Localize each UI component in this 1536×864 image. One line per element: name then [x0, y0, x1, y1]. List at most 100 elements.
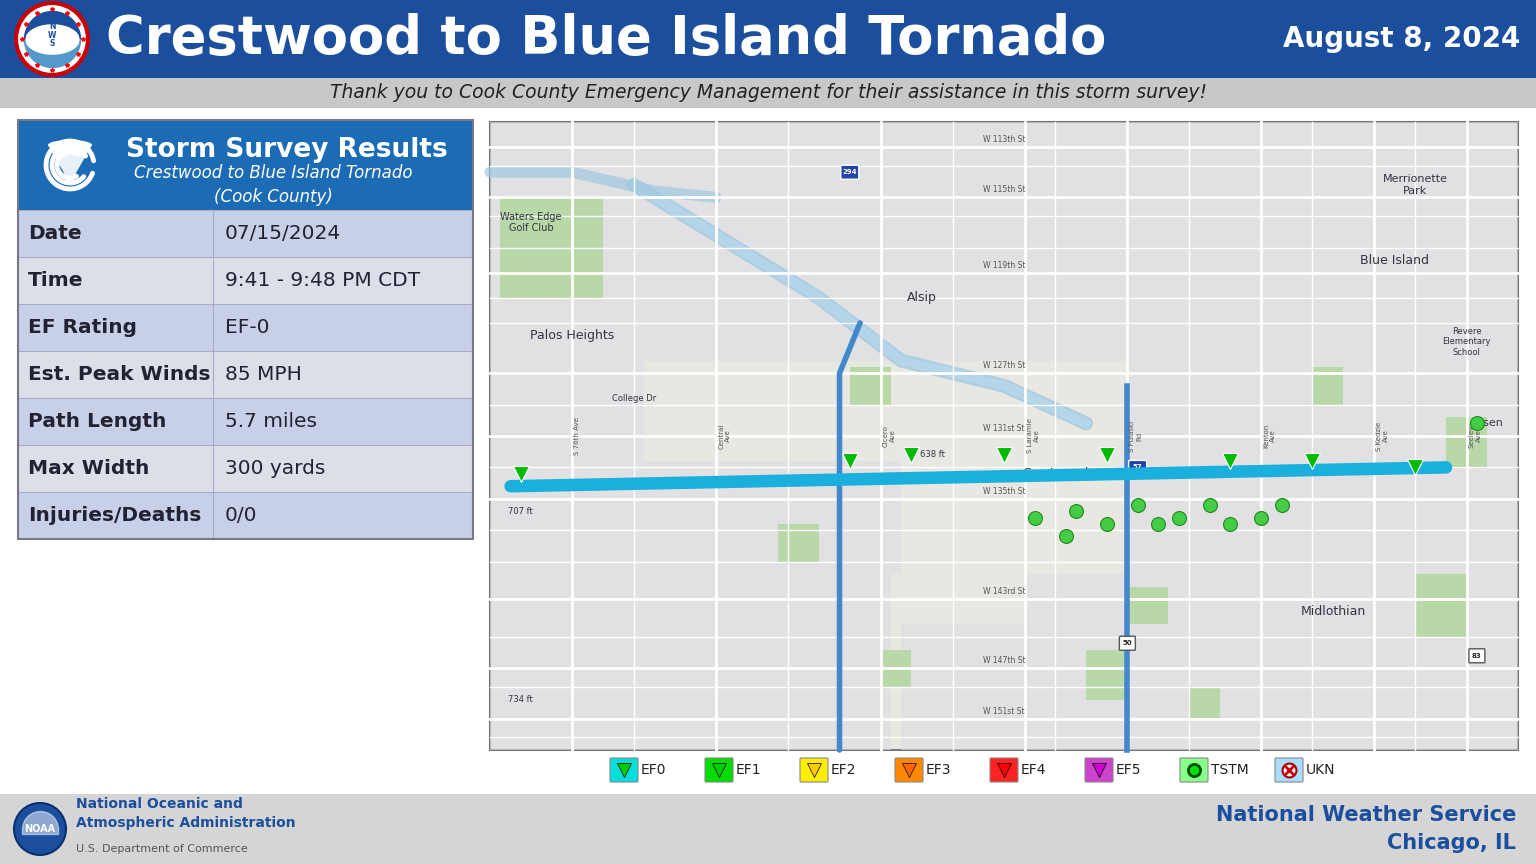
Text: Max Width: Max Width: [28, 459, 149, 478]
FancyBboxPatch shape: [18, 304, 473, 351]
Text: 9:41 - 9:48 PM CDT: 9:41 - 9:48 PM CDT: [224, 271, 421, 290]
FancyBboxPatch shape: [902, 625, 1025, 750]
FancyBboxPatch shape: [1086, 650, 1127, 700]
FancyBboxPatch shape: [1129, 461, 1147, 474]
Text: W 115th St: W 115th St: [983, 186, 1025, 194]
FancyBboxPatch shape: [1395, 575, 1518, 750]
Text: Central
Ave: Central Ave: [719, 423, 731, 448]
FancyBboxPatch shape: [18, 210, 473, 257]
Text: S Pulaski
Rd: S Pulaski Rd: [1129, 421, 1143, 452]
FancyBboxPatch shape: [1445, 417, 1487, 467]
Text: Injuries/Deaths: Injuries/Deaths: [28, 506, 201, 525]
Text: N
W
S: N W S: [48, 22, 57, 48]
FancyBboxPatch shape: [895, 758, 923, 782]
Text: EF3: EF3: [926, 763, 951, 777]
Text: EF2: EF2: [831, 763, 857, 777]
Text: August 8, 2024: August 8, 2024: [1283, 25, 1521, 53]
Text: W 151st St: W 151st St: [983, 707, 1025, 715]
FancyBboxPatch shape: [1364, 461, 1518, 575]
Text: Revere
Elementary
School: Revere Elementary School: [1442, 327, 1491, 357]
Text: EF0: EF0: [641, 763, 667, 777]
Text: 638 ft: 638 ft: [920, 450, 945, 460]
Polygon shape: [48, 145, 92, 185]
Text: Thank you to Cook County Emergency Management for their assistance in this storm: Thank you to Cook County Emergency Manag…: [330, 84, 1206, 103]
FancyBboxPatch shape: [1468, 649, 1485, 663]
Text: 707 ft: 707 ft: [508, 507, 533, 516]
FancyBboxPatch shape: [18, 398, 473, 445]
Text: Merrionette
Park: Merrionette Park: [1382, 174, 1448, 195]
Text: S Kedzie
Ave: S Kedzie Ave: [1376, 422, 1389, 451]
Text: Path Length: Path Length: [28, 412, 166, 431]
FancyBboxPatch shape: [1084, 758, 1114, 782]
Text: Crestwood to Blue Island Tornado
(Cook County): Crestwood to Blue Island Tornado (Cook C…: [134, 164, 412, 206]
Text: EF5: EF5: [1117, 763, 1141, 777]
Circle shape: [38, 25, 66, 53]
FancyBboxPatch shape: [1147, 575, 1272, 750]
Text: 300 yards: 300 yards: [224, 459, 326, 478]
Text: W 147th St: W 147th St: [983, 657, 1026, 665]
Circle shape: [18, 6, 84, 72]
Circle shape: [15, 3, 88, 75]
Text: Kenton
Ave: Kenton Ave: [1263, 424, 1276, 448]
Text: Palos Heights: Palos Heights: [530, 329, 614, 342]
FancyBboxPatch shape: [490, 461, 644, 575]
Text: W 135th St: W 135th St: [983, 486, 1026, 496]
Text: W 143rd St: W 143rd St: [983, 588, 1026, 596]
Text: W 131st St: W 131st St: [983, 424, 1025, 433]
Text: W 127th St: W 127th St: [983, 361, 1025, 370]
Text: Storm Survey Results: Storm Survey Results: [126, 137, 449, 162]
FancyBboxPatch shape: [1312, 367, 1344, 404]
Text: Alsip: Alsip: [906, 291, 937, 304]
Text: Cicero
Ave: Cicero Ave: [883, 425, 895, 447]
FancyBboxPatch shape: [0, 0, 1536, 78]
FancyBboxPatch shape: [1180, 758, 1207, 782]
FancyBboxPatch shape: [1120, 636, 1135, 651]
FancyBboxPatch shape: [490, 360, 644, 461]
FancyBboxPatch shape: [1275, 758, 1303, 782]
Text: W 113th St: W 113th St: [983, 135, 1025, 144]
Text: 0/0: 0/0: [224, 506, 258, 525]
FancyBboxPatch shape: [644, 461, 902, 575]
Text: TSTM: TSTM: [1210, 763, 1249, 777]
Text: Crestwood to Blue Island Tornado: Crestwood to Blue Island Tornado: [106, 13, 1106, 65]
Circle shape: [14, 803, 66, 855]
FancyBboxPatch shape: [991, 758, 1018, 782]
FancyBboxPatch shape: [18, 492, 473, 539]
Text: National Oceanic and
Atmospheric Administration: National Oceanic and Atmospheric Adminis…: [75, 797, 295, 829]
Text: Crestwood: Crestwood: [1023, 467, 1089, 480]
Text: 734 ft: 734 ft: [508, 696, 533, 704]
FancyBboxPatch shape: [1415, 575, 1467, 637]
Text: EF Rating: EF Rating: [28, 318, 137, 337]
Text: Seeley
Ave: Seeley Ave: [1468, 424, 1482, 448]
FancyBboxPatch shape: [18, 257, 473, 304]
Text: Posen: Posen: [1471, 418, 1504, 429]
Text: S Laramie
Ave: S Laramie Ave: [1026, 418, 1040, 454]
FancyBboxPatch shape: [490, 122, 1518, 750]
FancyBboxPatch shape: [1025, 575, 1147, 750]
FancyBboxPatch shape: [1272, 575, 1395, 750]
FancyBboxPatch shape: [880, 650, 911, 687]
FancyBboxPatch shape: [800, 758, 828, 782]
FancyBboxPatch shape: [18, 445, 473, 492]
Text: 294: 294: [842, 169, 857, 175]
Text: National Weather Service
Chicago, IL: National Weather Service Chicago, IL: [1215, 805, 1516, 853]
FancyBboxPatch shape: [501, 197, 604, 298]
Text: U.S. Department of Commerce: U.S. Department of Commerce: [75, 843, 247, 854]
Text: UKN: UKN: [1306, 763, 1335, 777]
Text: 5.7 miles: 5.7 miles: [224, 412, 316, 431]
Text: NOAA: NOAA: [25, 824, 55, 834]
FancyBboxPatch shape: [0, 108, 1536, 794]
FancyBboxPatch shape: [490, 575, 644, 750]
Text: College Dr: College Dr: [611, 394, 656, 403]
Text: Blue Island: Blue Island: [1361, 254, 1428, 267]
Text: Time: Time: [28, 271, 83, 290]
FancyBboxPatch shape: [644, 575, 768, 750]
Text: 83: 83: [1471, 653, 1482, 659]
FancyBboxPatch shape: [490, 122, 1518, 360]
Text: EF4: EF4: [1021, 763, 1046, 777]
Text: 07/15/2024: 07/15/2024: [224, 224, 341, 243]
Text: 85 MPH: 85 MPH: [224, 365, 303, 384]
Text: EF1: EF1: [736, 763, 762, 777]
Ellipse shape: [48, 140, 92, 150]
Text: S 76th Ave: S 76th Ave: [574, 417, 581, 455]
